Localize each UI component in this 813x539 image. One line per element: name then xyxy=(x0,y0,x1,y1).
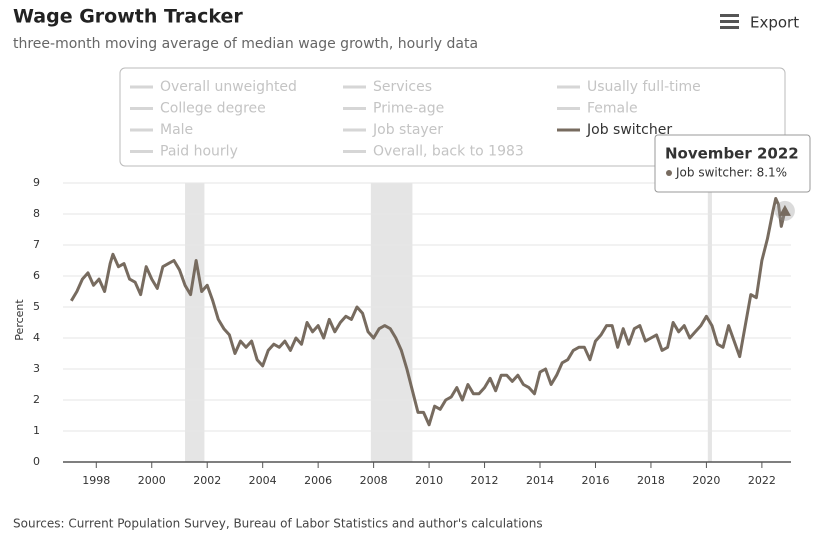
x-tick-label: 2020 xyxy=(692,474,720,487)
x-tick-label: 2008 xyxy=(360,474,388,487)
legend-item[interactable]: Overall, back to 1983 xyxy=(343,144,524,160)
tooltip-title: November 2022 xyxy=(665,145,799,163)
x-tick-label: 1998 xyxy=(82,474,110,487)
x-tick-label: 2012 xyxy=(471,474,499,487)
y-tick-label: 6 xyxy=(33,269,40,282)
y-tick-label: 0 xyxy=(33,455,40,468)
x-tick-label: 2014 xyxy=(526,474,554,487)
y-tick-label: 2 xyxy=(33,393,40,406)
x-tick-label: 2018 xyxy=(637,474,665,487)
export-button[interactable]: Export xyxy=(720,14,799,32)
y-tick-label: 5 xyxy=(33,300,40,313)
legend-item[interactable]: Female xyxy=(557,101,638,117)
y-tick-label: 7 xyxy=(33,238,40,251)
chart-title: Wage Growth Tracker xyxy=(13,6,243,28)
legend-label: Paid hourly xyxy=(160,144,238,160)
data-line xyxy=(70,197,787,427)
tooltip-text: Job switcher: 8.1% xyxy=(675,166,787,180)
legend-label: College degree xyxy=(160,101,266,117)
legend-item[interactable]: College degree xyxy=(130,101,266,117)
x-tick-label: 2006 xyxy=(304,474,332,487)
y-tick-label: 4 xyxy=(33,331,40,344)
y-tick-label: 8 xyxy=(33,207,40,220)
legend-label: Prime-age xyxy=(373,101,444,117)
legend-label: Overall unweighted xyxy=(160,79,297,95)
menu-icon xyxy=(720,26,739,29)
hover-marker xyxy=(778,204,791,216)
legend-item[interactable]: Job stayer xyxy=(343,122,443,138)
recession-band xyxy=(185,183,205,462)
legend-item[interactable]: Prime-age xyxy=(343,101,444,117)
legend-item[interactable]: Job switcher xyxy=(557,122,672,138)
legend-label: Job switcher xyxy=(586,122,672,138)
y-tick-label: 3 xyxy=(33,362,40,375)
recession-band xyxy=(370,183,413,462)
tooltip-bullet xyxy=(666,170,672,176)
tooltip: November 2022 Job switcher: 8.1% xyxy=(654,134,811,193)
legend-label: Usually full-time xyxy=(587,79,701,95)
menu-icon xyxy=(720,14,739,17)
x-tick-label: 2000 xyxy=(138,474,166,487)
legend-item[interactable]: Male xyxy=(130,122,193,138)
export-label: Export xyxy=(750,14,799,32)
chart-subtitle: three-month moving average of median wag… xyxy=(13,36,478,52)
legend-label: Male xyxy=(160,122,193,138)
x-tick-label: 2022 xyxy=(748,474,776,487)
source-note: Sources: Current Population Survey, Bure… xyxy=(13,517,543,531)
tooltip-box xyxy=(654,134,811,193)
y-tick-label: 9 xyxy=(33,176,40,189)
legend-item[interactable]: Services xyxy=(343,79,432,95)
menu-icon xyxy=(720,20,739,23)
legend-item[interactable]: Usually full-time xyxy=(557,79,701,95)
x-tick-label: 2002 xyxy=(193,474,221,487)
legend-label: Female xyxy=(587,101,638,117)
legend-label: Job stayer xyxy=(372,122,443,138)
y-tick-label: 1 xyxy=(33,424,40,437)
legend-label: Services xyxy=(373,79,432,95)
legend-box xyxy=(119,67,786,167)
legend-label: Overall, back to 1983 xyxy=(373,144,524,160)
x-tick-label: 2004 xyxy=(249,474,277,487)
legend-item[interactable]: Paid hourly xyxy=(130,144,238,160)
x-tick-label: 2010 xyxy=(415,474,443,487)
legend-item[interactable]: Overall unweighted xyxy=(130,79,297,95)
y-axis-label: Percent xyxy=(13,299,26,341)
x-tick-label: 2016 xyxy=(581,474,609,487)
